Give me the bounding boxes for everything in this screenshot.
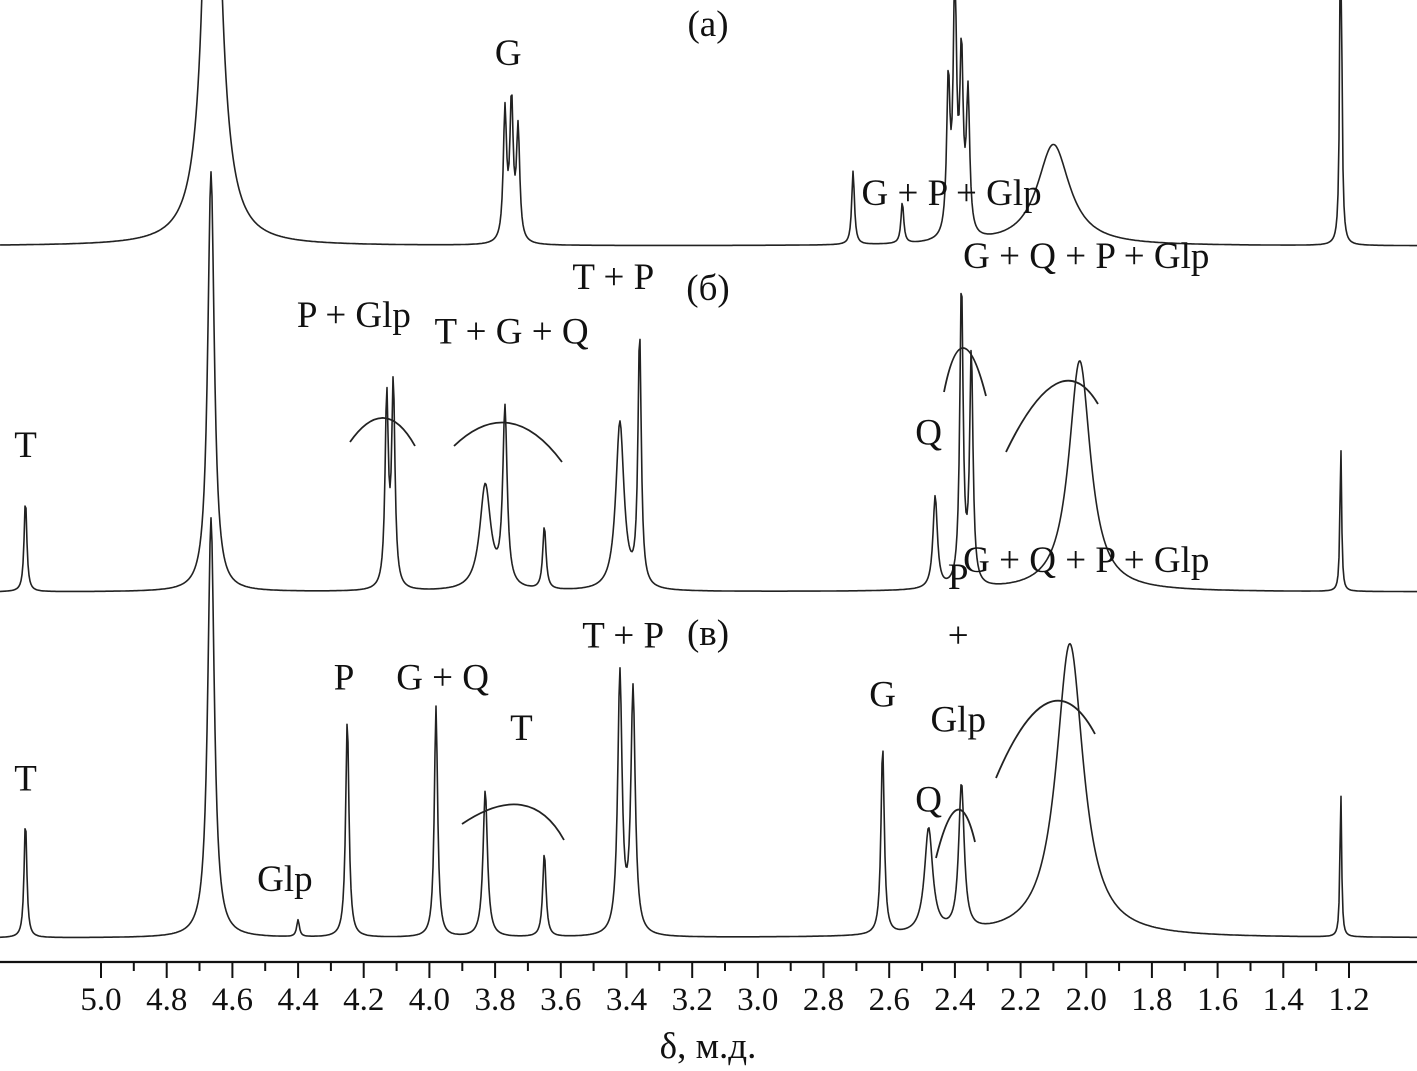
spectrum-trace-2 — [0, 171, 1417, 593]
peak-label-3-12: G + Q + P + Glp — [963, 540, 1209, 581]
x-tick-label-20: 1.2 — [1328, 982, 1369, 1018]
x-tick-label-19: 1.4 — [1263, 982, 1304, 1018]
x-axis-title: δ, м.д. — [660, 1026, 757, 1067]
peak-label-3-3: P — [334, 658, 355, 699]
multiplet-bracket-7 — [995, 700, 1096, 779]
x-tick-label-11: 3.0 — [737, 982, 778, 1018]
x-tick-label-6: 4.0 — [409, 982, 450, 1018]
spectrum-trace-3 — [0, 516, 1417, 939]
x-tick-label-3: 4.6 — [212, 982, 253, 1018]
peak-label-1-2: G — [495, 33, 522, 74]
multiplet-bracket-1 — [349, 417, 416, 447]
peak-label-3-2: Glp — [257, 859, 313, 900]
multiplet-bracket-6 — [935, 808, 976, 859]
x-tick-label-13: 2.6 — [869, 982, 910, 1018]
peak-label-3-10: + — [948, 616, 969, 657]
panel-label-2: (б) — [686, 268, 729, 309]
x-tick-label-4: 4.4 — [277, 982, 318, 1018]
peak-label-3-11: Glp — [930, 700, 986, 741]
multiplet-bracket-3 — [943, 347, 987, 397]
x-tick-label-8: 3.6 — [540, 982, 581, 1018]
peak-label-3-6: T + P — [582, 616, 664, 657]
x-tick-label-5: 4.2 — [343, 982, 384, 1018]
x-tick-label-9: 3.4 — [606, 982, 647, 1018]
peak-label-2-5: G + P + Glp — [862, 173, 1042, 214]
panel-label-1: (а) — [687, 4, 728, 45]
x-tick-label-2: 4.8 — [146, 982, 187, 1018]
peak-label-3-1: T — [14, 758, 37, 799]
peak-label-3-4: G + Q — [396, 658, 489, 699]
peak-label-3-8: Q — [915, 779, 942, 820]
x-tick-label-10: 3.2 — [672, 982, 713, 1018]
peak-label-2-2: P + Glp — [297, 295, 411, 336]
x-tick-label-7: 3.8 — [474, 982, 515, 1018]
x-tick-label-15: 2.2 — [1000, 982, 1041, 1018]
peak-label-3-9: P — [948, 557, 969, 598]
multiplet-bracket-2 — [453, 421, 563, 463]
peak-label-2-1: T — [14, 425, 37, 466]
multiplet-bracket-5 — [461, 803, 565, 841]
x-tick-label-18: 1.6 — [1197, 982, 1238, 1018]
spectrum-trace-1 — [0, 0, 1417, 247]
x-tick-label-14: 2.4 — [934, 982, 975, 1018]
peak-label-2-4: T + P — [572, 257, 654, 298]
panel-label-3: (в) — [687, 613, 729, 654]
peak-label-3-5: T — [510, 708, 533, 749]
multiplet-bracket-4 — [1005, 379, 1099, 453]
x-tick-label-17: 1.8 — [1131, 982, 1172, 1018]
spectra-group — [0, 0, 1417, 939]
x-tick-label-12: 2.8 — [803, 982, 844, 1018]
peak-label-2-7: Q — [915, 412, 942, 453]
x-tick-label-1: 5.0 — [80, 982, 121, 1018]
peak-label-3-7: G — [869, 674, 896, 715]
peak-label-2-6: G + Q + P + Glp — [963, 236, 1209, 277]
x-tick-label-16: 2.0 — [1066, 982, 1107, 1018]
peak-label-2-3: T + G + Q — [434, 312, 588, 353]
x-axis: 5.0 4.8 4.6 4.4 4.2 4.0 3.8 3.6 3.4 3.2 3.0 2.8 2.6 2… — [0, 960, 1417, 1018]
